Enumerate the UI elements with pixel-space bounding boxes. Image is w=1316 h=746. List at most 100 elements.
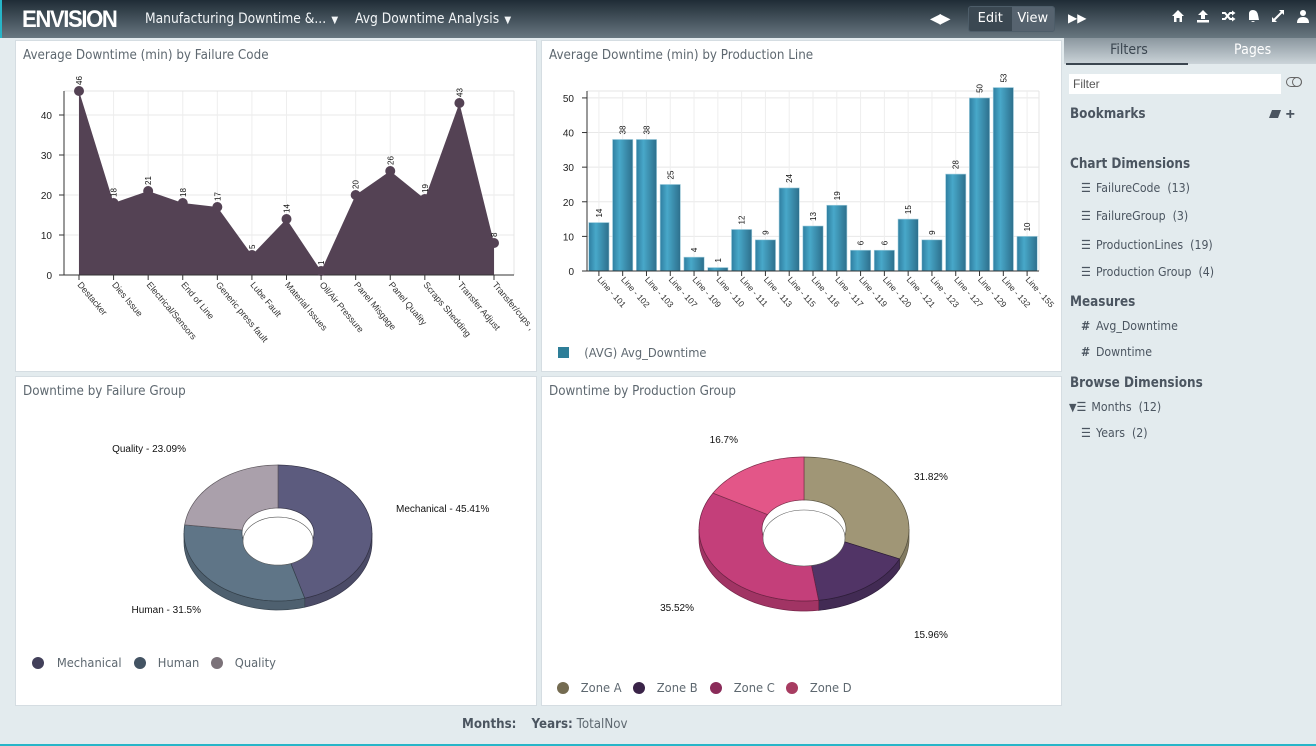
tab-pages[interactable]: Pages [1234,42,1272,58]
tab-filters[interactable]: Filters [1110,42,1148,58]
panel-failure-code: Average Downtime (min) by Failure Code 0… [15,40,537,372]
data-label: Quality - 23.09% [112,444,186,455]
envision-logo: ENVISION [22,6,118,33]
legend-label[interactable]: (AVG) Avg_Downtime [584,345,707,360]
data-label: 16.7% [710,435,738,446]
data-label: 6 [880,240,889,245]
chart-dimensions-heading: Chart Dimensions [1070,156,1191,172]
dimension-name: FailureCode [1095,180,1161,195]
bar [802,225,824,272]
data-label: Human - 31.5% [132,605,202,616]
edit-view-toggle[interactable]: Edit View [968,6,1055,32]
data-label: 1 [317,260,326,265]
y-tick-label: 20 [563,198,575,209]
data-label: 38 [619,125,628,134]
prev-arrow-icon[interactable]: ◀ [930,10,941,26]
y-tick-label: 30 [41,151,53,162]
bar [992,87,1014,272]
years-value: TotalNov [576,716,628,732]
data-label: 8 [490,232,499,237]
bar [1016,236,1038,272]
panel-production-group: Downtime by Production Group 31.82% 15.96… [541,376,1062,706]
toggle-icon[interactable] [1286,77,1302,87]
hash-icon: # [1081,344,1091,359]
donut-hole [762,509,846,567]
data-label: 28 [952,160,961,169]
legend-dot [32,656,44,669]
sidebar: Filters Pages Bookmarks + Chart Dimensio… [1064,38,1316,708]
chart-title: Average Downtime (min) by Production Lin… [549,48,814,63]
bar-legend: (AVG) Avg_Downtime [558,345,722,360]
dimension-item-productionlines[interactable]: ☰ ProductionLines (19) [1081,237,1213,252]
active-tab-indicator [1066,63,1188,65]
legend-dot [557,681,569,694]
legend-label[interactable]: Zone A [580,680,622,695]
panel-failure-group: Downtime by Failure Group Mechanical - 4… [15,376,537,706]
chart-title: Downtime by Production Group [549,384,737,399]
data-label: 15 [904,205,913,214]
data-label: 13 [809,212,818,221]
legend-dot [211,656,224,669]
legend-label[interactable]: Human [158,655,200,670]
fast-forward-icon[interactable]: ▶▶ [1068,11,1087,25]
home-icon[interactable] [1170,9,1186,27]
bar [754,239,776,272]
measures-heading: Measures [1070,294,1136,310]
data-label: 10 [1023,222,1032,231]
user-icon[interactable] [1295,9,1311,27]
filter-input[interactable] [1069,74,1281,94]
area-series [79,91,494,275]
browse-item-years[interactable]: ☰ Years (2) [1081,425,1148,440]
x-tick-label: End of Line [179,280,216,321]
y-tick-label: 40 [563,129,575,140]
dimension-count: (19) [1190,237,1213,252]
data-label: 43 [455,88,464,97]
data-label: Mechanical - 45.41% [396,504,489,515]
measure-item-downtime[interactable]: # Downtime [1081,344,1152,359]
expand-icon[interactable] [1270,9,1286,27]
data-point [454,98,465,108]
add-bookmark-icon[interactable]: + [1285,106,1295,123]
data-label: 9 [761,230,770,235]
list-icon: ☰ [1081,180,1091,195]
data-label: 14 [595,208,604,217]
dashboard-dropdown[interactable]: Manufacturing Downtime &... ▼ [145,11,338,27]
dimension-item-production-group[interactable]: ☰ Production Group (4) [1081,264,1214,279]
dashboard-dropdown-label: Manufacturing Downtime &... [145,11,327,27]
page-dropdown[interactable]: Avg Downtime Analysis ▼ [355,11,511,27]
bar [921,239,943,272]
x-tick-label: Dies Issue [110,280,145,319]
data-label: 26 [386,156,395,165]
dimension-name: Months [1091,399,1132,414]
browse-dimensions-heading: Browse Dimensions [1070,375,1203,391]
area-chart-failure-code: 0 10 20 30 40 46 18 21 18 17 5 14 1 20 26 19 43 8 Destacke… [41,76,536,345]
legend-label[interactable]: Zone D [810,680,852,695]
data-point [212,202,223,212]
data-point [385,166,396,176]
measure-item-avg-downtime[interactable]: # Avg_Downtime [1081,318,1178,333]
pie-legend: Mechanical Human Quality [32,655,288,670]
dimension-count: (4) [1198,264,1215,279]
browse-item-months[interactable]: ▼☰ Months (12) [1069,399,1161,414]
eraser-icon[interactable] [1268,107,1282,122]
dimension-item-failurecode[interactable]: ☰ FailureCode (13) [1081,180,1190,195]
legend-label[interactable]: Zone B [657,680,698,695]
bar [826,204,848,272]
dimension-item-failuregroup[interactable]: ☰ FailureGroup (3) [1081,208,1188,223]
y-tick-label: 30 [563,163,575,174]
legend-label[interactable]: Mechanical [56,655,122,670]
sidebar-tabs: Filters Pages [1064,38,1316,65]
upload-icon[interactable] [1195,9,1211,27]
data-label: 35.52% [660,603,694,614]
shuffle-icon[interactable] [1220,9,1236,27]
bookmarks-heading: Bookmarks [1070,106,1146,122]
next-arrow-icon[interactable]: ▶ [939,10,951,26]
legend-dot [786,681,799,694]
legend-label[interactable]: Zone C [733,680,775,695]
view-button[interactable]: View [1011,7,1054,31]
edit-button[interactable]: Edit [969,7,1012,31]
y-tick-label: 10 [563,232,575,243]
page-dropdown-label: Avg Downtime Analysis [355,11,500,27]
legend-label[interactable]: Quality [235,655,277,670]
bell-icon[interactable] [1245,9,1261,27]
